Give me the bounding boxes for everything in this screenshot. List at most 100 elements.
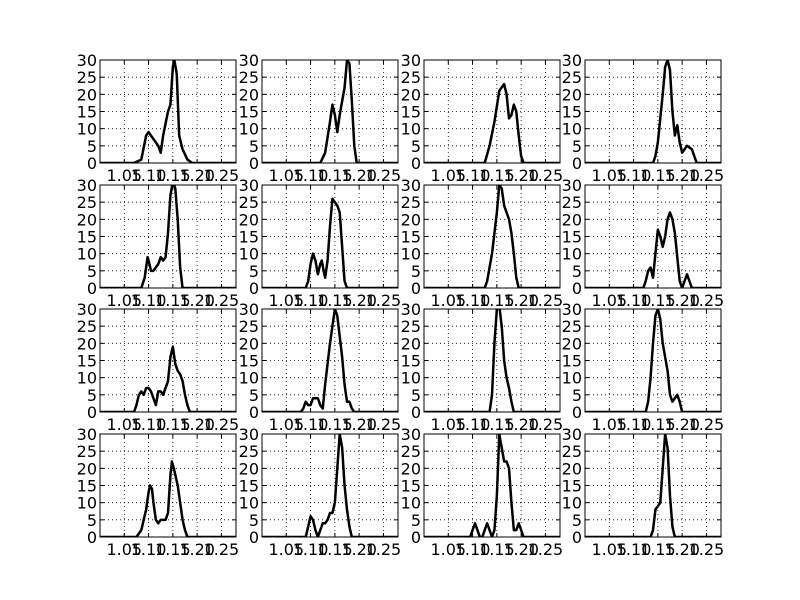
- x-tick-label: 1.20: [503, 166, 539, 185]
- x-tick-label: 1.15: [317, 166, 353, 185]
- y-tick-label: 0: [87, 403, 97, 422]
- y-tick-label: 30: [401, 425, 421, 444]
- x-tick-label: 1.25: [204, 291, 240, 310]
- y-tick-label: 0: [411, 154, 421, 173]
- y-tick-label: 0: [249, 279, 259, 298]
- x-tick-label: 1.05: [268, 166, 304, 185]
- x-tick-label: 1.25: [366, 291, 402, 310]
- x-tick-label: 1.25: [366, 415, 402, 434]
- x-tick-label: 1.15: [317, 415, 353, 434]
- x-tick-label: 1.20: [341, 540, 377, 559]
- x-tick-label: 1.25: [689, 166, 725, 185]
- x-tick-label: 1.10: [616, 415, 652, 434]
- x-tick-label: 1.15: [155, 166, 191, 185]
- y-tick-label: 25: [401, 193, 421, 212]
- panel-13-curve: [100, 460, 236, 537]
- y-tick-label: 5: [87, 386, 97, 405]
- panel-14-curve: [262, 434, 398, 537]
- x-tick-label: 1.05: [106, 540, 142, 559]
- y-tick-label: 10: [77, 245, 97, 264]
- x-tick-label: 1.10: [616, 540, 652, 559]
- panel-15-curve: [424, 434, 560, 537]
- x-tick-label: 1.15: [640, 166, 676, 185]
- y-tick-label: 25: [77, 68, 97, 87]
- panel-11-curve: [424, 309, 560, 412]
- x-tick-label: 1.20: [179, 415, 215, 434]
- y-tick-label: 20: [239, 334, 259, 353]
- x-tick-label: 1.10: [131, 291, 167, 310]
- panel-8-curve: [585, 211, 721, 288]
- y-tick-label: 30: [401, 51, 421, 70]
- x-tick-label: 1.05: [591, 540, 627, 559]
- y-tick-label: 5: [249, 137, 259, 156]
- y-tick-label: 25: [77, 317, 97, 336]
- x-tick-label: 1.25: [204, 415, 240, 434]
- y-tick-label: 0: [411, 279, 421, 298]
- y-tick-label: 30: [562, 176, 582, 195]
- x-tick-label: 1.15: [317, 540, 353, 559]
- y-tick-label: 5: [572, 511, 582, 530]
- y-tick-label: 0: [87, 279, 97, 298]
- y-tick-label: 15: [77, 103, 97, 122]
- y-tick-label: 20: [562, 459, 582, 478]
- y-tick-label: 30: [562, 425, 582, 444]
- y-tick-label: 25: [239, 193, 259, 212]
- y-tick-label: 20: [562, 210, 582, 229]
- x-tick-label: 1.10: [455, 415, 491, 434]
- x-tick-label: 1.20: [664, 291, 700, 310]
- x-tick-label: 1.05: [591, 291, 627, 310]
- y-tick-label: 10: [401, 120, 421, 139]
- x-tick-label: 1.20: [503, 540, 539, 559]
- y-tick-label: 20: [77, 210, 97, 229]
- y-tick-label: 5: [411, 386, 421, 405]
- y-tick-label: 15: [401, 228, 421, 247]
- x-tick-label: 1.25: [366, 166, 402, 185]
- panel-9-curve: [100, 345, 236, 412]
- x-tick-label: 1.05: [430, 415, 466, 434]
- x-tick-label: 1.10: [293, 291, 329, 310]
- x-tick-label: 1.25: [528, 166, 564, 185]
- x-tick-label: 1.25: [528, 291, 564, 310]
- y-tick-label: 25: [77, 193, 97, 212]
- x-tick-label: 1.05: [106, 166, 142, 185]
- x-tick-label: 1.20: [664, 540, 700, 559]
- x-tick-label: 1.05: [430, 540, 466, 559]
- y-tick-label: 20: [401, 85, 421, 104]
- y-tick-label: 15: [239, 352, 259, 371]
- y-tick-label: 5: [411, 137, 421, 156]
- y-tick-label: 0: [249, 403, 259, 422]
- x-tick-label: 1.10: [131, 166, 167, 185]
- x-tick-label: 1.20: [664, 415, 700, 434]
- x-tick-label: 1.15: [155, 415, 191, 434]
- y-tick-label: 25: [401, 68, 421, 87]
- y-tick-label: 15: [401, 477, 421, 496]
- x-tick-label: 1.15: [640, 291, 676, 310]
- y-tick-label: 30: [77, 51, 97, 70]
- y-tick-label: 15: [239, 228, 259, 247]
- y-tick-label: 0: [572, 279, 582, 298]
- y-tick-label: 20: [77, 459, 97, 478]
- y-tick-label: 15: [562, 228, 582, 247]
- x-tick-label: 1.15: [640, 415, 676, 434]
- y-tick-label: 15: [401, 352, 421, 371]
- x-tick-label: 1.05: [591, 166, 627, 185]
- y-tick-label: 10: [562, 369, 582, 388]
- y-tick-label: 20: [401, 210, 421, 229]
- y-tick-label: 20: [77, 334, 97, 353]
- x-tick-label: 1.15: [155, 540, 191, 559]
- y-tick-label: 30: [562, 51, 582, 70]
- x-tick-label: 1.20: [664, 166, 700, 185]
- x-tick-label: 1.10: [455, 291, 491, 310]
- x-tick-label: 1.10: [616, 291, 652, 310]
- y-tick-label: 30: [401, 300, 421, 319]
- y-tick-label: 5: [572, 137, 582, 156]
- y-tick-label: 20: [562, 334, 582, 353]
